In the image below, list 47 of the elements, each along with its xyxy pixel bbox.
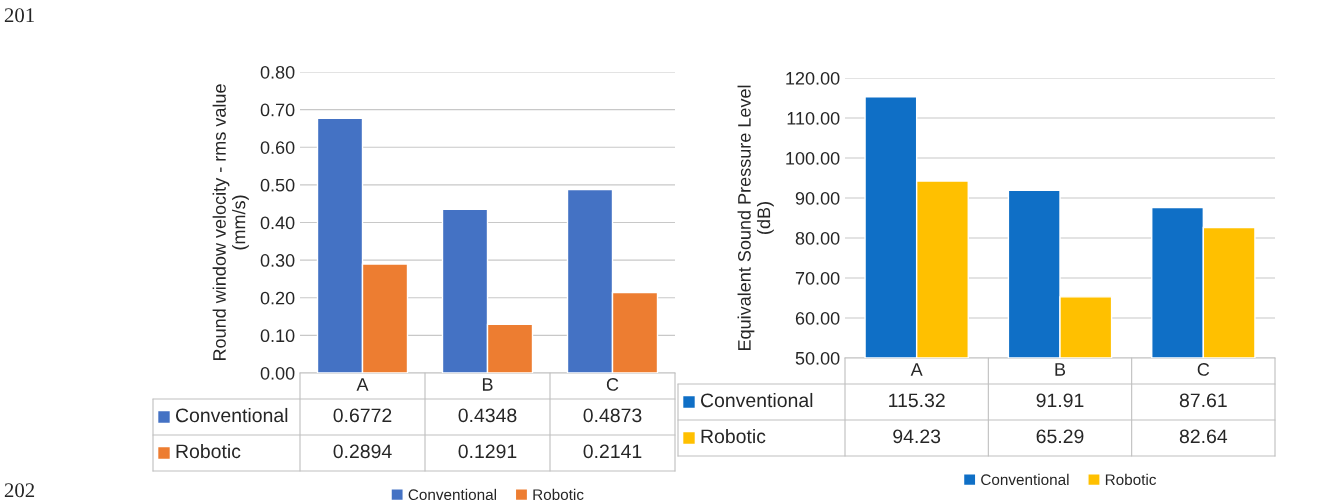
data-label: 91.91	[1036, 393, 1084, 408]
y-tick-label: 0.50	[260, 178, 295, 192]
data-label: 0.1291	[458, 444, 517, 459]
data-label: 0.4873	[583, 408, 642, 423]
data-label: 0.2141	[583, 444, 642, 459]
legend-label: Robotic	[533, 488, 584, 501]
x-tick-label: A	[910, 363, 923, 376]
y-axis-title: Round window velocity - rms value (mm/s)	[212, 84, 249, 360]
y-tick-label: 0.20	[260, 291, 295, 305]
text: Conventional	[981, 473, 1069, 486]
x-tick-label: B	[482, 378, 493, 391]
y-tick-label: 110.00	[787, 111, 840, 125]
data-label: 82.64	[1179, 429, 1228, 444]
y-tick-label: 90.00	[795, 191, 840, 205]
y-tick-label: 100.00	[786, 151, 840, 165]
x-tick-label: B	[1055, 363, 1066, 376]
y-tick-label: 0.40	[260, 216, 295, 230]
y-tick-label: 0.70	[260, 103, 295, 117]
legend-label: Conventional	[175, 407, 288, 423]
data-label: 0.4348	[458, 408, 517, 423]
y-tick-label: 50.00	[795, 351, 840, 365]
text: Conventional	[408, 488, 497, 501]
y-tick-label: 120.00	[786, 71, 840, 85]
data-label: 0.6772	[333, 408, 392, 423]
data-label: 65.29	[1036, 429, 1084, 444]
y-tick-label: 70.00	[795, 271, 840, 285]
data-label: 87.61	[1179, 393, 1227, 408]
text: Robotic	[176, 443, 241, 459]
legend-label: Conventional	[700, 392, 813, 408]
x-tick-label: A	[356, 378, 369, 391]
text: 201	[4, 8, 34, 23]
y-tick-label: 0.10	[260, 329, 295, 343]
y-tick-label: 0.30	[260, 254, 295, 267]
y-tick-label: 80.00	[795, 231, 840, 245]
legend-label: Robotic	[1105, 473, 1157, 486]
y-tick-label: 0.60	[260, 141, 295, 154]
y-tick-label: 0.00	[260, 366, 295, 380]
text: Robotic	[701, 428, 766, 444]
y-tick-label: 0.80	[260, 65, 295, 79]
data-label: 94.23	[893, 429, 941, 444]
data-label: 0.2894	[333, 444, 392, 459]
x-tick-label: C	[606, 378, 619, 391]
y-axis-title: Equivalent Sound Pressure Level (dB)	[737, 85, 774, 351]
x-tick-label: C	[1197, 363, 1210, 376]
y-tick-label: 60.00	[795, 311, 840, 325]
data-label: 115.32	[889, 393, 945, 408]
text: 202	[4, 483, 35, 498]
